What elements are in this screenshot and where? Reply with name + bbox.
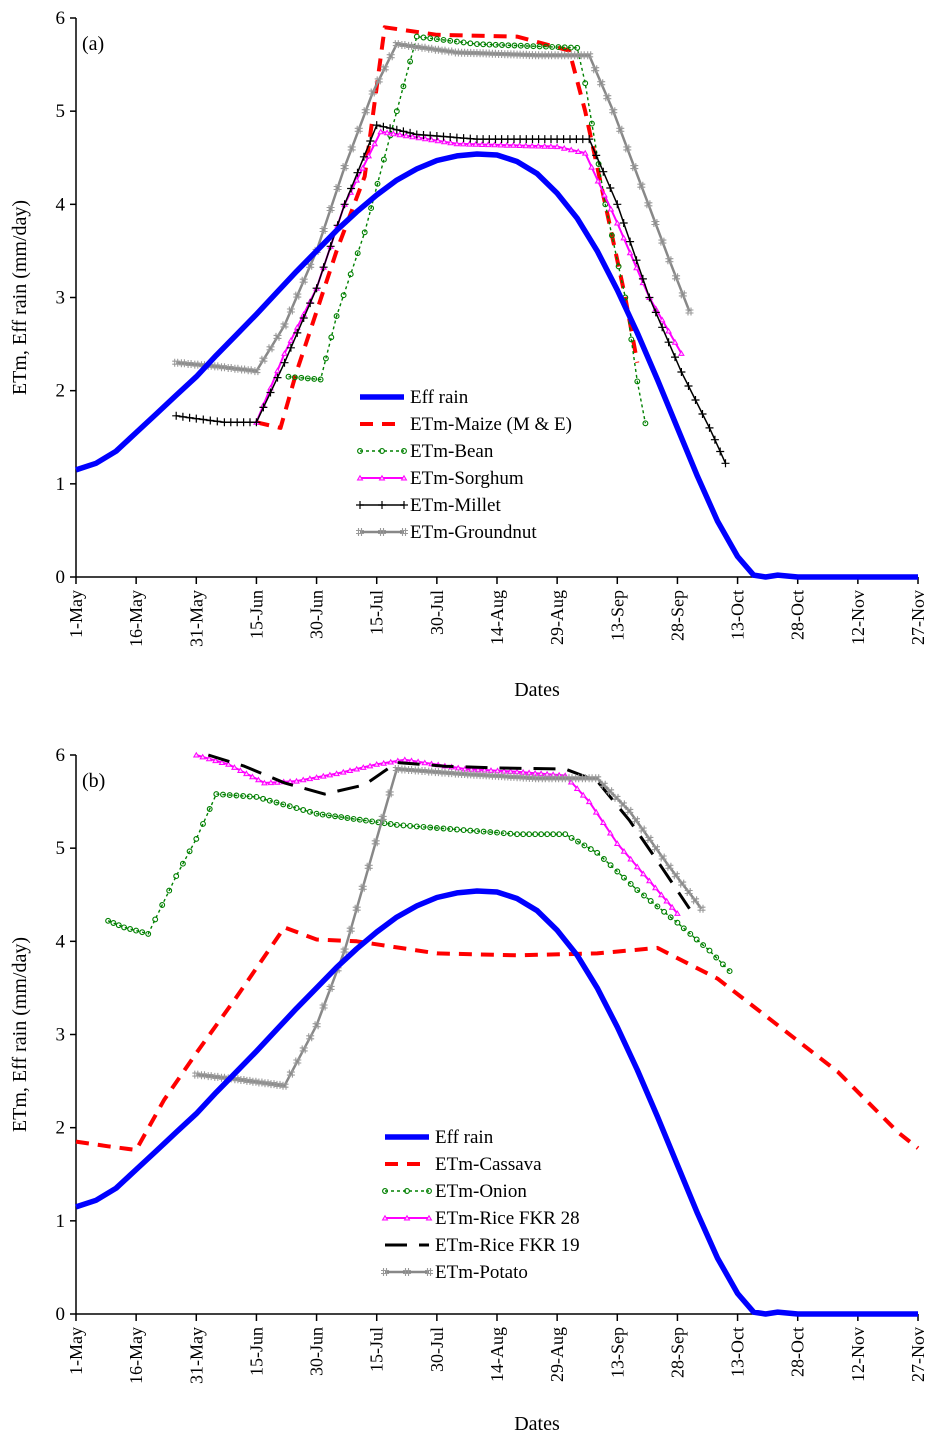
x-tick-label: 31-May <box>186 590 206 647</box>
y-axis-title: ETm, Eff rain (mm/day) <box>9 937 31 1132</box>
legend-label: ETm-Millet <box>410 495 501 516</box>
series-line-eff-rain <box>75 888 918 1317</box>
x-tick-label: 13-Sep <box>607 590 627 641</box>
x-tick-label: 1-May <box>66 590 86 638</box>
x-tick-label: 27-Nov <box>908 1327 928 1382</box>
x-tick-label: 14-Aug <box>487 1327 507 1382</box>
x-tick-label: 1-May <box>66 1327 86 1375</box>
legend-label: ETm-Potato <box>435 1262 528 1283</box>
legend-label: ETm-Cassava <box>435 1154 542 1175</box>
x-tick-label: 29-Aug <box>547 1327 567 1382</box>
series-line-etm-cassava <box>75 925 920 1152</box>
y-tick-label: 4 <box>56 194 66 215</box>
x-tick-label: 15-Jun <box>246 1327 266 1376</box>
chart-panel-b: 0 1 2 3 4 5 6 1-May 16-May 31-May 15-Jun 30-Jun 15-J… <box>9 745 928 1435</box>
legend: Eff rain ETm-Maize (M & E) ETm-Bean ETm-Sor… <box>356 387 572 543</box>
x-tick-label: 12-Nov <box>848 1327 868 1382</box>
series-line-etm-rice-fkr-19 <box>207 753 691 910</box>
chart-panel-a: 0 1 2 3 4 5 6 1-May 16-May 31-May 15-Jun 30-Jun 15-J… <box>9 8 928 701</box>
x-tick-label: 28-Sep <box>667 590 687 641</box>
y-tick-label: 1 <box>56 1211 66 1232</box>
panel-label: (a) <box>82 33 104 55</box>
x-tick-label: 13-Sep <box>607 1327 627 1378</box>
legend: Eff rain ETm-Cassava ETm-Onion ETm-Rice FKR… <box>381 1127 580 1283</box>
legend-label: ETm-Onion <box>435 1181 527 1202</box>
series-line-etm-potato <box>192 765 706 1090</box>
x-tick-label: 16-May <box>126 590 146 647</box>
x-tick-label: 28-Sep <box>667 1327 687 1378</box>
x-tick-label: 30-Jun <box>307 1327 327 1376</box>
panel-label: (b) <box>82 770 105 792</box>
legend-label: ETm-Maize (M & E) <box>410 414 572 435</box>
x-tick-label: 28-Oct <box>788 590 808 640</box>
legend-label: ETm-Groundnut <box>410 522 537 543</box>
x-tick-label: 14-Aug <box>487 590 507 645</box>
y-tick-label: 4 <box>56 931 66 952</box>
x-tick-label: 13-Oct <box>728 1327 748 1377</box>
x-tick-label: 15-Jul <box>367 1327 387 1372</box>
legend-label: ETm-Rice FKR 28 <box>435 1208 580 1229</box>
series-line-etm-rice-fkr-28 <box>192 751 681 916</box>
legend-label: ETm-Bean <box>410 441 494 462</box>
legend-label: Eff rain <box>435 1127 494 1148</box>
y-tick-label: 2 <box>56 381 66 402</box>
series-line-eff-rain <box>75 151 918 580</box>
x-tick-label: 16-May <box>126 1327 146 1384</box>
y-tick-label: 5 <box>56 838 66 859</box>
x-tick-label: 30-Jul <box>427 1327 447 1372</box>
y-tick-label: 6 <box>56 745 66 766</box>
legend-label: ETm-Rice FKR 19 <box>435 1235 580 1256</box>
y-tick-label: 3 <box>56 288 66 309</box>
y-tick-label: 3 <box>56 1025 66 1046</box>
y-tick-label: 2 <box>56 1118 66 1139</box>
x-tick-label: 28-Oct <box>788 1327 808 1377</box>
y-tick-label: 1 <box>56 474 66 495</box>
y-axis-title: ETm, Eff rain (mm/day) <box>9 200 31 395</box>
y-tick-label: 0 <box>56 567 66 588</box>
y-tick-label: 0 <box>56 1304 66 1325</box>
x-axis-title: Dates <box>514 1413 560 1435</box>
x-tick-label: 30-Jun <box>307 590 327 639</box>
x-tick-label: 30-Jul <box>427 590 447 635</box>
legend-label: Eff rain <box>410 387 469 408</box>
series-line-etm-bean <box>285 33 649 427</box>
x-tick-label: 15-Jul <box>367 590 387 635</box>
y-tick-label: 6 <box>56 8 66 29</box>
x-axis-title: Dates <box>514 679 560 701</box>
x-tick-label: 31-May <box>186 1327 206 1384</box>
x-tick-label: 15-Jun <box>246 590 266 639</box>
x-tick-label: 12-Nov <box>848 590 868 645</box>
x-tick-label: 29-Aug <box>547 590 567 645</box>
series-line-etm-groundnut <box>172 40 694 376</box>
x-tick-label: 27-Nov <box>908 590 928 645</box>
y-tick-label: 5 <box>56 101 66 122</box>
legend-label: ETm-Sorghum <box>410 468 524 489</box>
x-tick-label: 13-Oct <box>728 590 748 640</box>
